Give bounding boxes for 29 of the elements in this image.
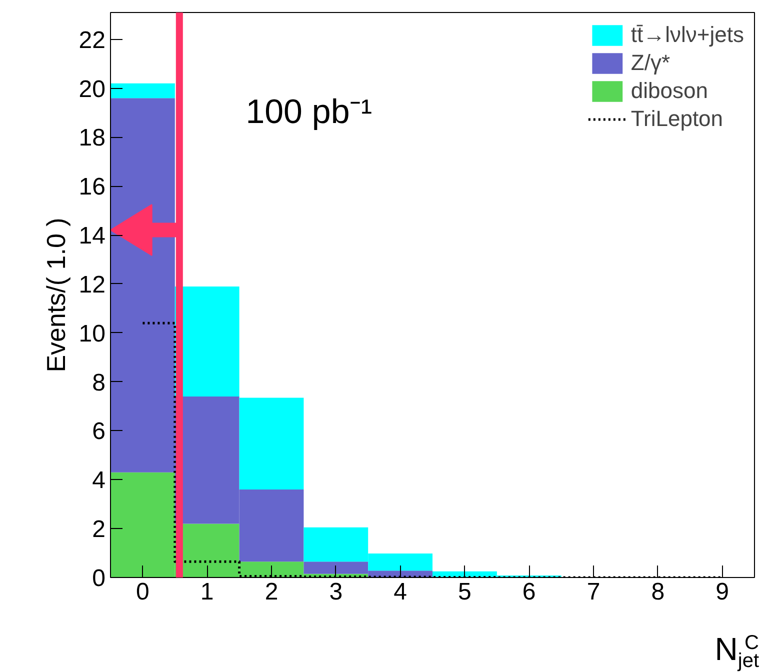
- x-tick-label: 7: [586, 578, 600, 606]
- x-tick-label: 3: [329, 578, 343, 606]
- y-tick-label: 2: [92, 516, 106, 544]
- y-tick-label: 20: [78, 76, 106, 103]
- annotation: 100 pb⁻¹: [246, 93, 372, 132]
- x-tick-label: 0: [136, 578, 150, 606]
- bar: [239, 398, 304, 490]
- x-tick-label: 5: [458, 578, 472, 606]
- y-tick-label: 10: [78, 320, 106, 348]
- x-tick-label: 1: [200, 578, 214, 606]
- y-tick-label: 16: [78, 174, 106, 201]
- y-tick-label: 6: [92, 418, 106, 446]
- y-tick-label: 14: [78, 222, 106, 250]
- y-axis-title: Events/( 1.0 ): [40, 218, 71, 372]
- y-tick-label: 22: [78, 26, 106, 54]
- legend-label: diboson: [630, 78, 708, 104]
- y-tick-label: 4: [92, 467, 106, 494]
- bar: [110, 83, 175, 98]
- y-tick-label: 8: [92, 369, 106, 396]
- legend-label: tt̄→lνlν+jets: [630, 22, 744, 48]
- y-tick-label: 12: [78, 271, 106, 298]
- y-tick-label: 18: [78, 124, 106, 152]
- x-tick-label: 4: [394, 578, 407, 606]
- x-tick-label: 8: [651, 578, 665, 606]
- x-tick-label: 2: [264, 578, 278, 606]
- legend-label: Z/γ*: [630, 50, 670, 76]
- x-tick-label: 6: [522, 578, 536, 606]
- x-tick-label: 9: [716, 578, 729, 606]
- legend-label: TriLepton: [630, 106, 724, 132]
